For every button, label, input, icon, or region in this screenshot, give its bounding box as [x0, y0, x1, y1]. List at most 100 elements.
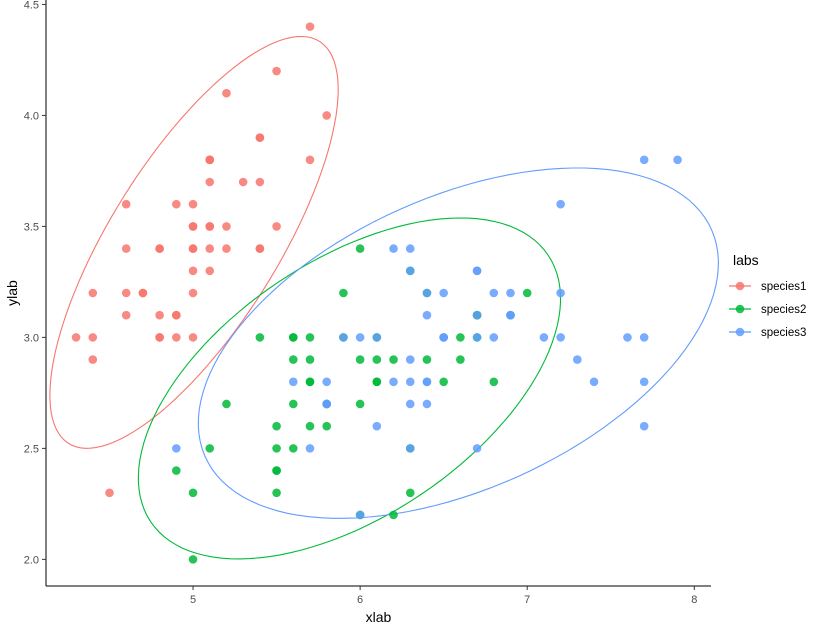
- point-species1: [238, 177, 248, 187]
- point-species3: [405, 399, 415, 409]
- point-species3: [556, 199, 565, 209]
- point-species3: [339, 333, 348, 342]
- point-species1: [272, 66, 281, 76]
- point-species2: [288, 355, 298, 364]
- point-species1: [188, 244, 198, 253]
- point-species2: [405, 488, 415, 498]
- point-species3: [405, 266, 415, 276]
- point-species1: [255, 244, 265, 253]
- legend-item: species3: [729, 327, 806, 339]
- point-species2: [288, 333, 298, 342]
- point-species2: [288, 399, 298, 409]
- point-species2: [355, 399, 365, 409]
- point-species3: [405, 355, 415, 364]
- point-species1: [88, 355, 98, 364]
- point-species3: [472, 444, 482, 453]
- point-species3: [439, 288, 448, 298]
- y-axis-ticks: 2.0 2.5 3.0 3.5 4.0 4.5: [24, 0, 46, 566]
- point-species1: [305, 22, 315, 31]
- point-species2: [255, 333, 265, 342]
- data-points: [71, 22, 682, 564]
- point-species1: [188, 333, 198, 342]
- point-species1: [222, 222, 231, 231]
- point-species3: [639, 155, 649, 165]
- point-species3: [472, 266, 482, 276]
- point-species3: [589, 377, 599, 387]
- legend-title: labs: [733, 252, 759, 268]
- legend-label: species2: [761, 304, 806, 316]
- point-species1: [172, 199, 181, 209]
- point-species3: [506, 310, 515, 320]
- point-species1: [205, 266, 215, 276]
- point-species3: [489, 333, 499, 342]
- point-species1: [121, 244, 131, 253]
- point-species3: [639, 377, 649, 387]
- y-tick-label: 3.5: [24, 221, 39, 233]
- point-species3: [506, 288, 515, 298]
- y-tick-label: 2.0: [24, 554, 39, 566]
- point-species2: [522, 288, 532, 298]
- point-species2: [355, 244, 365, 253]
- legend-label: species1: [761, 281, 806, 293]
- point-species3: [372, 333, 382, 342]
- point-species2: [305, 421, 315, 431]
- point-species1: [205, 177, 215, 187]
- point-species2: [305, 333, 315, 342]
- point-species1: [155, 310, 164, 320]
- point-species3: [556, 333, 565, 342]
- x-axis-title: xlab: [366, 609, 392, 625]
- point-species2: [272, 444, 281, 453]
- point-species3: [422, 288, 432, 298]
- point-species2: [489, 377, 499, 387]
- point-species3: [405, 244, 415, 253]
- point-species1: [105, 488, 114, 498]
- point-species1: [138, 288, 148, 298]
- point-species2: [272, 421, 281, 431]
- x-tick-label: 5: [190, 594, 196, 606]
- legend-item: species1: [729, 281, 806, 293]
- point-species3: [172, 444, 181, 453]
- legend-item: species2: [729, 304, 806, 316]
- point-species2: [322, 421, 332, 431]
- x-tick-label: 6: [357, 594, 363, 606]
- point-species3: [673, 155, 682, 165]
- point-species2: [288, 444, 298, 453]
- x-axis-ticks: 5 6 7 8: [190, 586, 697, 606]
- y-tick-label: 4.5: [24, 0, 39, 11]
- point-species3: [639, 421, 649, 431]
- point-species2: [355, 355, 365, 364]
- point-species1: [172, 333, 181, 342]
- y-tick-label: 4.0: [24, 110, 39, 122]
- point-species1: [155, 333, 164, 342]
- point-species3: [405, 377, 415, 387]
- point-species1: [188, 199, 198, 209]
- point-species2: [188, 488, 198, 498]
- point-species3: [472, 333, 482, 342]
- x-tick-label: 7: [524, 594, 530, 606]
- point-species2: [305, 355, 315, 364]
- point-species1: [121, 288, 131, 298]
- point-species1: [205, 244, 215, 253]
- point-species1: [222, 244, 231, 253]
- point-species2: [172, 466, 181, 475]
- point-species3: [439, 333, 448, 342]
- point-species3: [288, 377, 298, 387]
- point-species3: [389, 377, 398, 387]
- point-species1: [121, 310, 131, 320]
- point-species1: [188, 222, 198, 231]
- point-species3: [305, 444, 315, 453]
- y-tick-label: 2.5: [24, 443, 39, 455]
- confidence-ellipses: [49, 35, 719, 560]
- y-tick-label: 3.0: [24, 332, 39, 344]
- ellipse-species3: [197, 167, 719, 519]
- point-species3: [639, 333, 649, 342]
- point-species3: [322, 377, 332, 387]
- point-species2: [389, 510, 398, 520]
- point-species1: [88, 288, 98, 298]
- point-species1: [88, 333, 98, 342]
- point-species3: [405, 444, 415, 453]
- legend: labs species1 species2 species3: [729, 252, 806, 339]
- point-species2: [305, 377, 315, 387]
- point-species2: [456, 355, 465, 364]
- point-species3: [372, 421, 382, 431]
